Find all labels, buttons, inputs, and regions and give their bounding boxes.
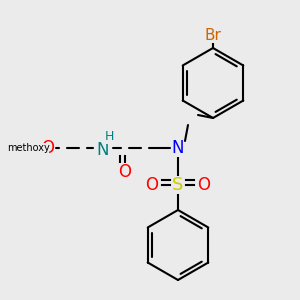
Text: Br: Br: [205, 28, 221, 43]
Text: O: O: [146, 176, 158, 194]
Text: O: O: [41, 139, 55, 157]
Text: O: O: [197, 176, 211, 194]
Text: N: N: [97, 141, 109, 159]
Text: N: N: [172, 139, 184, 157]
Text: S: S: [172, 176, 184, 194]
Text: methoxy: methoxy: [7, 143, 50, 153]
Text: O: O: [118, 163, 131, 181]
Text: H: H: [104, 130, 114, 143]
